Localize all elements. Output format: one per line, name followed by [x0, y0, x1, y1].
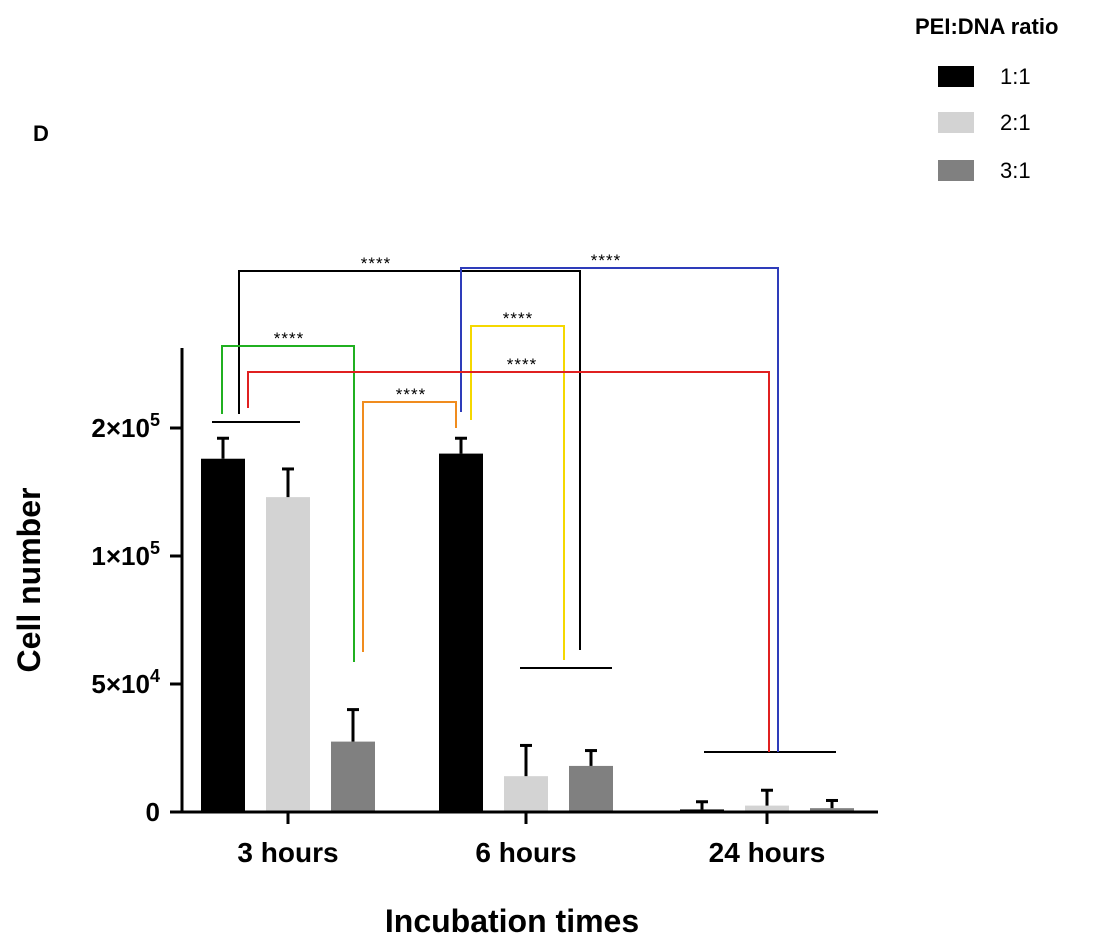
significance-label: **** [507, 355, 537, 374]
significance-label: **** [274, 329, 304, 348]
significance-bracket [470, 325, 565, 660]
legend-label: 3:1 [1000, 158, 1031, 183]
legend-label: 1:1 [1000, 64, 1031, 89]
y-tick-label: 5×104 [91, 666, 160, 699]
significance-bracket [460, 267, 779, 752]
y-tick-label: 1×105 [91, 538, 160, 571]
y-axis-title: Cell number [11, 488, 47, 673]
legend-title: PEI:DNA ratio [915, 14, 1058, 39]
significance-label: **** [503, 309, 533, 328]
bar-3-1-1 [331, 741, 375, 812]
x-axis-title: Incubation times [385, 903, 639, 939]
significance-bracket [247, 371, 770, 752]
legend-swatch [938, 112, 974, 133]
significance-label: **** [361, 254, 391, 273]
bar-1-1-2 [439, 453, 483, 812]
x-tick-label: 3 hours [237, 837, 338, 868]
bar-3-1-3 [810, 808, 854, 812]
significance-bracket [238, 270, 581, 650]
legend-swatch [938, 66, 974, 87]
x-tick-label: 6 hours [475, 837, 576, 868]
bar-2-1-3 [745, 805, 789, 812]
legend: PEI:DNA ratio 1:1 2:1 3:1 [915, 14, 1058, 183]
significance-bracket [221, 345, 355, 662]
legend-label: 2:1 [1000, 110, 1031, 135]
bar-2-1-2 [504, 776, 548, 812]
bar-2-1-1 [266, 497, 310, 812]
panel-letter: D [33, 121, 49, 146]
significance-label: **** [591, 251, 621, 270]
significance-bracket [362, 401, 457, 652]
bar-3-1-2 [569, 765, 613, 812]
significance-label: **** [396, 385, 426, 404]
y-tick-label: 2×105 [91, 410, 160, 443]
x-tick-label: 24 hours [709, 837, 826, 868]
bar-1-1-1 [201, 458, 245, 812]
y-tick-label: 0 [146, 797, 160, 827]
legend-swatch [938, 160, 974, 181]
